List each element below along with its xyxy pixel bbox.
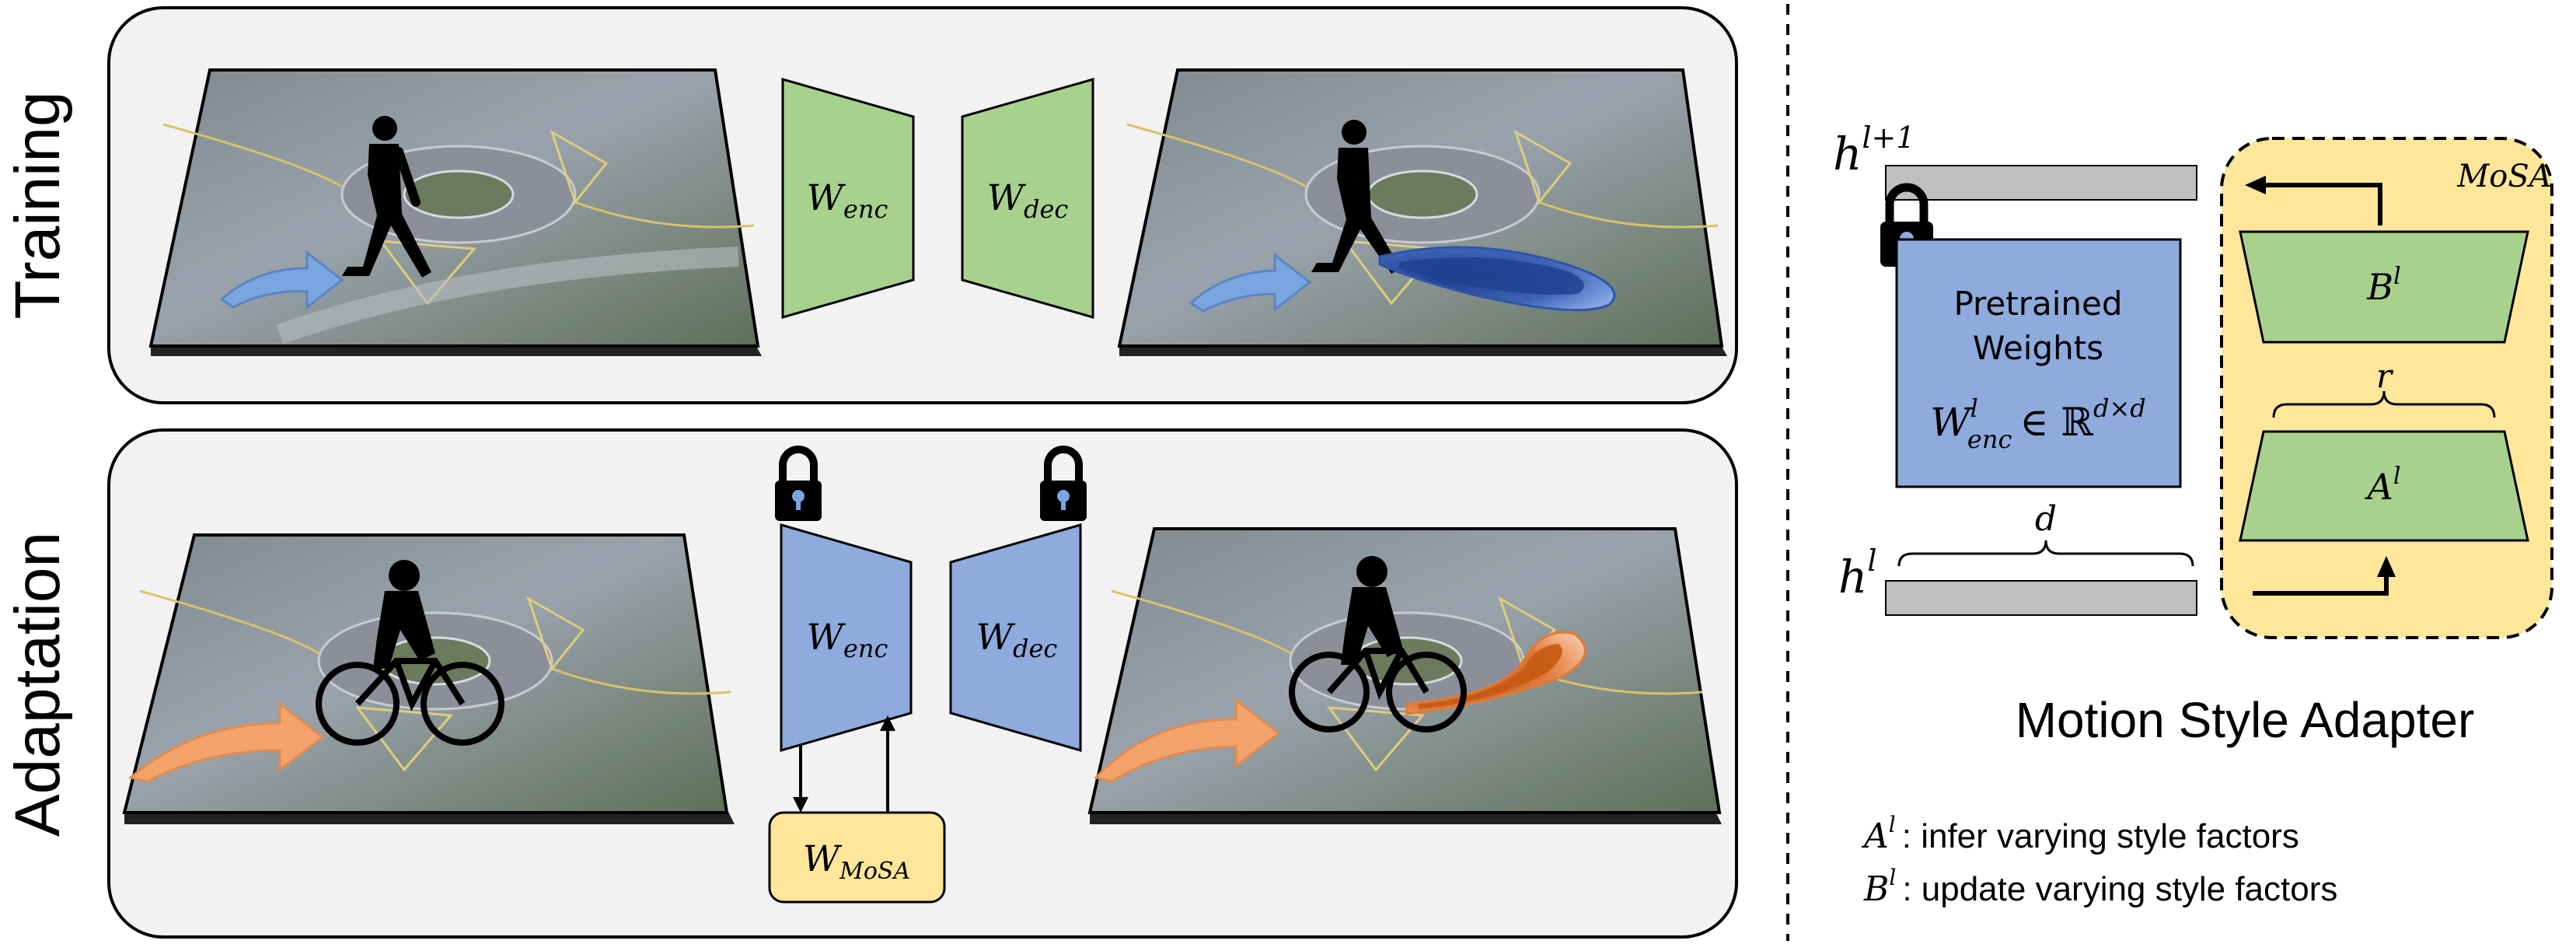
legend-b: Bl: update varying style factors	[1863, 865, 2337, 909]
mosa-weight-label: WMoSA	[803, 837, 910, 885]
training-encoder: Wenc	[781, 78, 915, 319]
pretrained-weights-block: Pretrained Weights Wl enc ∈ ℝd×d	[1895, 238, 2182, 488]
mosa-weight-box: WMoSA	[768, 811, 946, 904]
dim-r-brace	[2272, 390, 2496, 418]
decoder-shape	[949, 523, 1082, 752]
walkway	[276, 246, 739, 344]
encoder-shape	[781, 78, 915, 319]
pretrained-weights-shape	[1895, 238, 2182, 488]
pretrained-title-line2: Weights	[1973, 329, 2103, 367]
decoder-label: Wdec	[987, 177, 1069, 224]
output-arrow	[2264, 183, 2382, 226]
cyclist-silhouette-icon	[316, 560, 504, 746]
dim-d-brace	[1897, 540, 2194, 567]
training-input-scene	[148, 68, 762, 356]
input-arrowhead	[2377, 556, 2396, 577]
adaptation-decoder: Wdec	[949, 446, 1087, 752]
motion-arrow-blue-icon	[219, 250, 344, 310]
a-matrix-shape	[2239, 430, 2529, 542]
input-arrow	[2253, 574, 2389, 596]
legend-a: Al: infer varying style factors	[1861, 812, 2299, 856]
mosa-module-label: MoSA	[2456, 159, 2551, 194]
motion-arrow-orange-icon	[127, 701, 325, 783]
adaptation-encoder: Wenc	[775, 446, 913, 752]
output-arrowhead	[2245, 176, 2266, 194]
h-input-bar	[1885, 580, 2197, 616]
adaptation-input-scene	[122, 533, 735, 824]
lock-icon	[1040, 446, 1087, 521]
adapter-title: Motion Style Adapter	[2016, 692, 2475, 748]
motion-arrow-orange-icon	[1094, 697, 1281, 783]
pedestrian-silhouette-icon	[1311, 120, 1401, 274]
dim-d-label: d	[2035, 499, 2057, 539]
training-label: Training	[2, 91, 73, 319]
b-matrix-label: Bl	[2366, 263, 2400, 308]
trajectory-core	[1399, 257, 1584, 295]
h-next-label: hl+1	[1833, 121, 1915, 180]
training-decoder: Wdec	[961, 78, 1094, 319]
dim-r-label: r	[2376, 357, 2394, 395]
encoder-shape	[780, 523, 913, 752]
cyclist-silhouette-icon	[1289, 556, 1467, 732]
training-output-scene	[1117, 68, 1727, 356]
pretrained-title-line1: Pretrained	[1953, 285, 2122, 323]
decoder-shape	[961, 78, 1094, 319]
a-matrix-label: Al	[2365, 463, 2401, 508]
encoder-label: Wenc	[807, 616, 888, 663]
encoder-label: Wenc	[807, 177, 888, 224]
decoder-label: Wdec	[976, 616, 1058, 663]
trajectory-core	[1419, 644, 1562, 709]
mosa-connection-arrows	[793, 715, 895, 813]
adaptation-output-scene	[1087, 527, 1722, 824]
h-next-bar	[1885, 165, 2197, 201]
pedestrian-silhouette-icon	[342, 116, 431, 278]
pretrained-weight-formula: Wl enc ∈ ℝd×d	[1930, 393, 2145, 454]
b-matrix-shape	[2239, 230, 2529, 344]
motion-arrow-blue-icon	[1189, 252, 1312, 313]
h-input-label: hl	[1838, 544, 1877, 603]
mosa-module: MoSA Bl r Al	[2220, 137, 2553, 639]
mosa-weight-shape	[768, 811, 946, 904]
adaptation-label: Adaptation	[2, 532, 73, 837]
lock-icon	[775, 446, 822, 521]
